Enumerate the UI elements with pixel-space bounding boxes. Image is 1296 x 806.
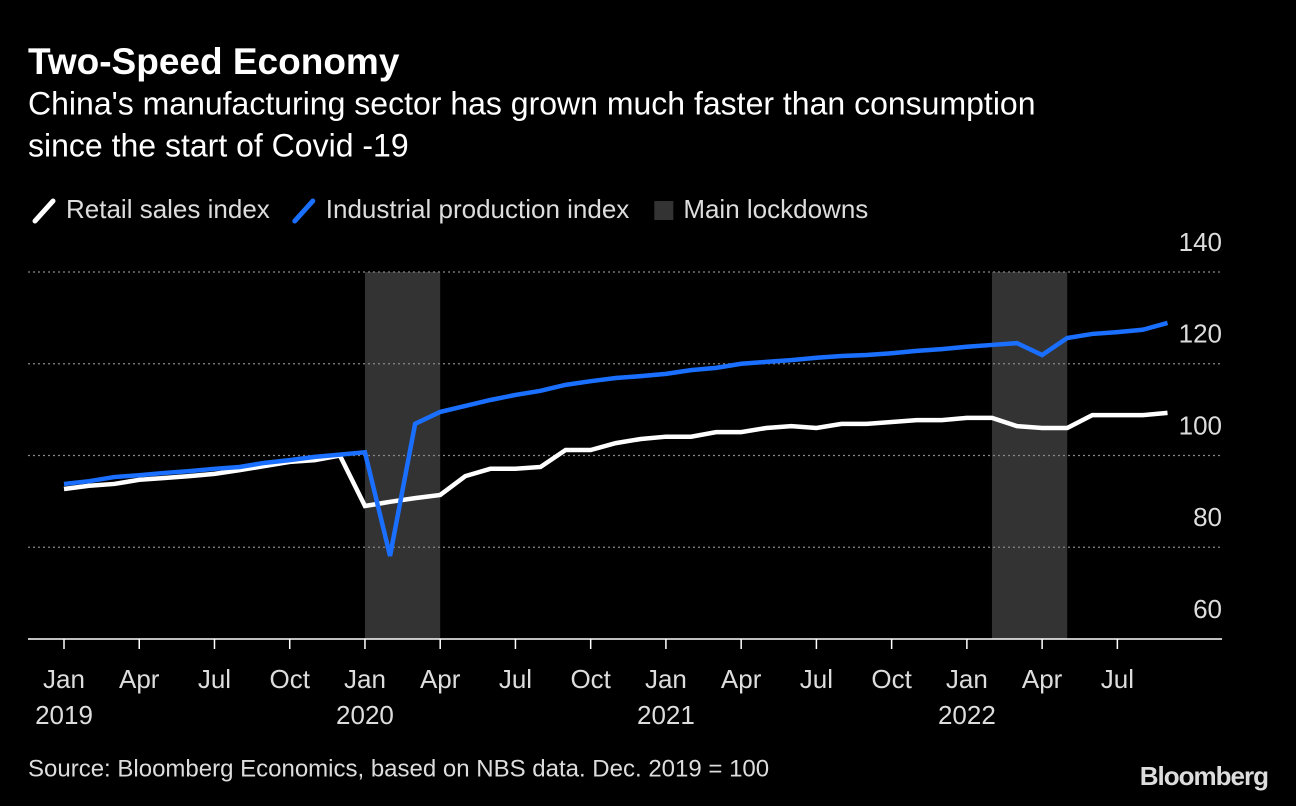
- x-year-label: 2019: [35, 700, 93, 730]
- chart-title: Two-Speed Economy: [28, 41, 400, 82]
- brand: Bloomberg: [1140, 761, 1268, 791]
- source-note: Source: Bloomberg Economics, based on NB…: [28, 755, 769, 782]
- x-year-label: 2022: [938, 700, 996, 730]
- x-tick-label: Oct: [269, 664, 310, 694]
- legend-label: Retail sales index: [66, 194, 270, 224]
- x-tick-label: Jan: [946, 664, 988, 694]
- y-tick-label: 100: [1179, 410, 1222, 440]
- x-tick-label: Oct: [570, 664, 611, 694]
- y-tick-label: 60: [1193, 594, 1222, 624]
- y-tick-label: 80: [1193, 502, 1222, 532]
- legend-swatch: [32, 198, 56, 224]
- legend-label: Industrial production index: [326, 194, 630, 224]
- lockdown-band: [364, 272, 441, 639]
- x-tick-label: Jul: [198, 664, 231, 694]
- y-tick-label: 140: [1179, 227, 1222, 257]
- x-tick-label: Apr: [420, 664, 461, 694]
- x-tick-label: Jan: [344, 664, 386, 694]
- x-year-label: 2020: [336, 700, 394, 730]
- chart-subtitle: since the start of Covid -19: [28, 127, 409, 163]
- x-tick-label: Apr: [119, 664, 160, 694]
- series-line: [63, 410, 1168, 509]
- legend-swatch: [292, 198, 316, 224]
- series-line: [63, 320, 1169, 557]
- x-tick-label: Jul: [800, 664, 833, 694]
- x-tick-label: Jul: [1101, 664, 1134, 694]
- y-tick-label: 120: [1179, 319, 1222, 349]
- chart-subtitle: China's manufacturing sector has grown m…: [28, 85, 1036, 121]
- legend-swatch: [654, 201, 674, 220]
- legend-label: Main lockdowns: [683, 194, 868, 224]
- x-tick-label: Jan: [645, 664, 687, 694]
- x-tick-label: Jul: [499, 664, 532, 694]
- x-tick-label: Apr: [721, 664, 762, 694]
- x-tick-label: Jan: [43, 664, 85, 694]
- x-tick-label: Oct: [871, 664, 912, 694]
- x-tick-label: Apr: [1022, 664, 1063, 694]
- x-year-label: 2021: [637, 700, 695, 730]
